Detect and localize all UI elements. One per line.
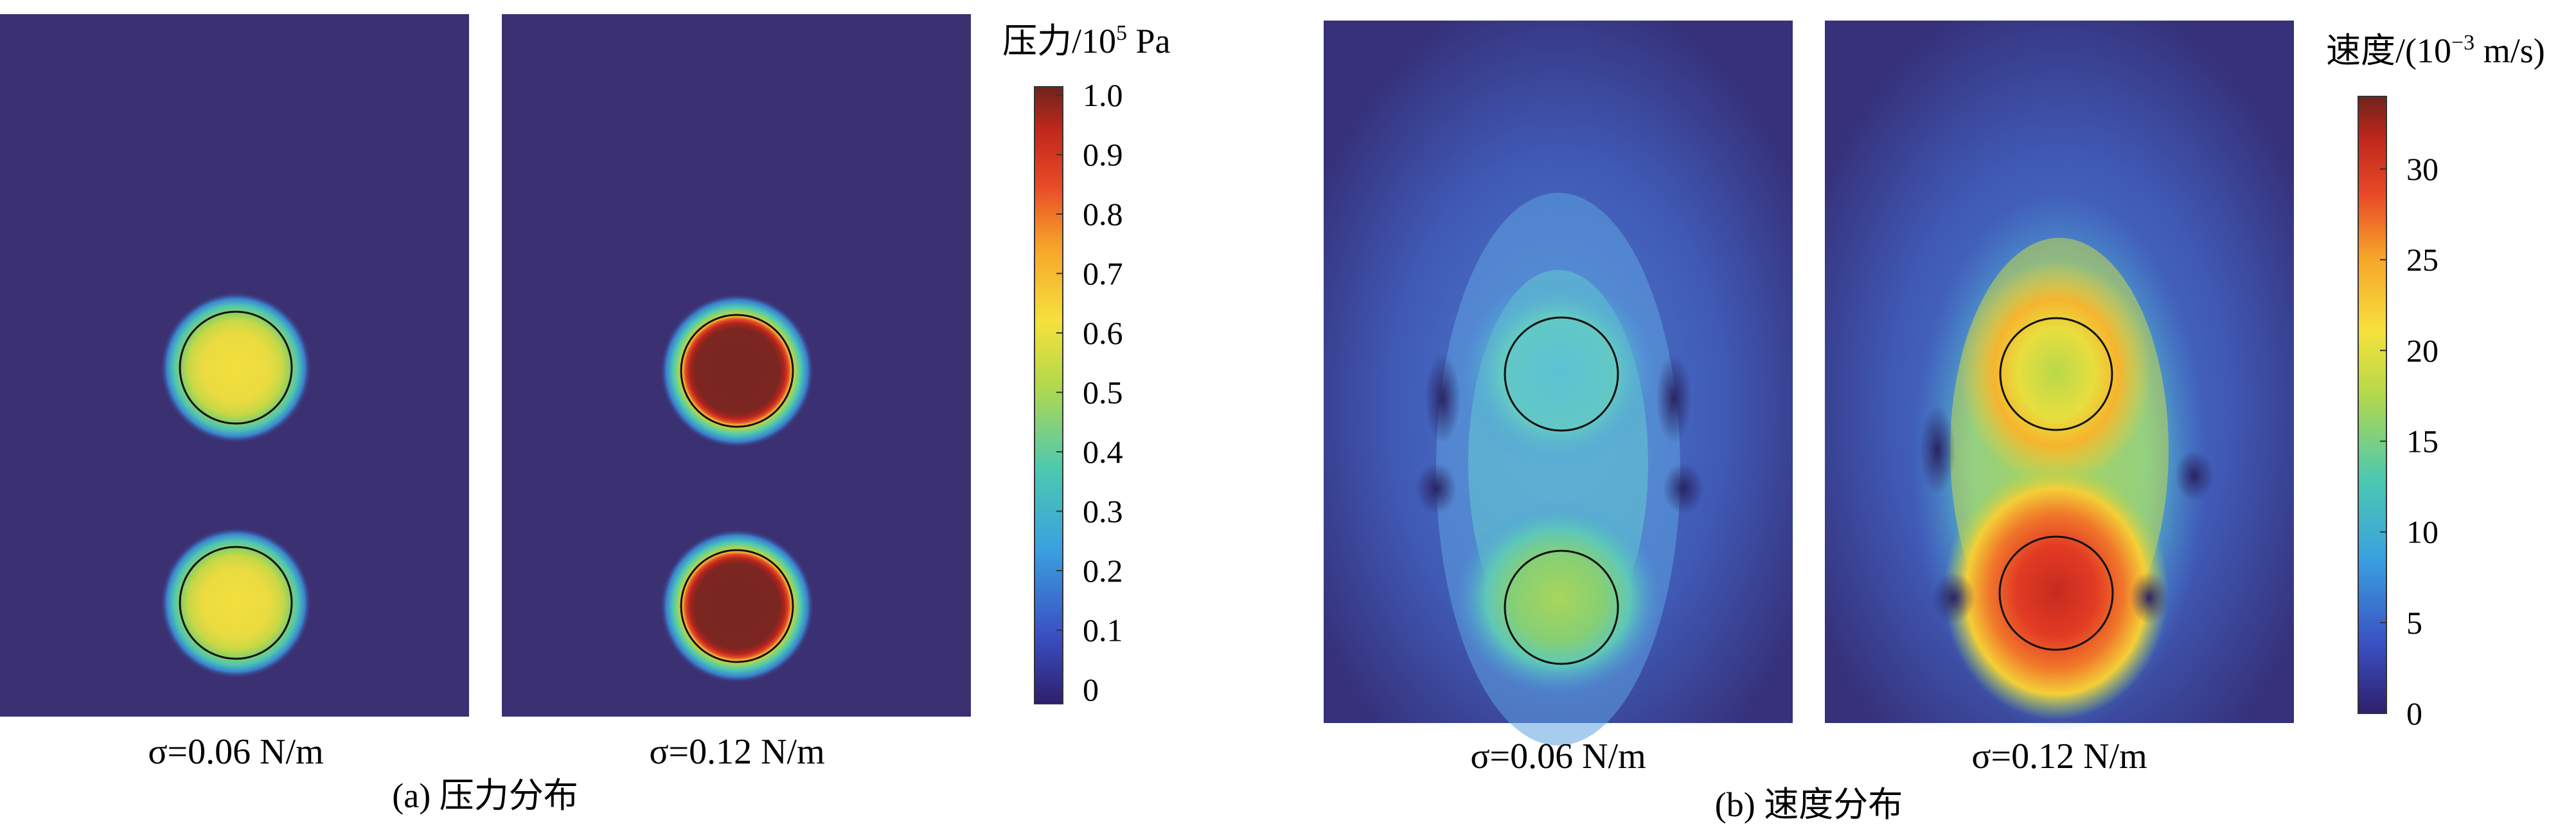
colorbar-tick-label: 0 bbox=[2406, 695, 2422, 731]
pressure-colorbar-title: 压力/105 Pa bbox=[1002, 21, 1171, 60]
bubble-outline-lower bbox=[1998, 535, 2114, 651]
colorbar-tick-label: 10 bbox=[2406, 514, 2438, 550]
colorbar-tick-label: 0.9 bbox=[1083, 137, 1123, 173]
bubble-outline-lower bbox=[680, 549, 794, 663]
pressure-panel-high-sigma bbox=[502, 14, 971, 717]
colorbar-tick-label: 0.8 bbox=[1083, 196, 1123, 232]
colorbar-tick-label: 5 bbox=[2406, 605, 2422, 641]
bubble-outline-upper bbox=[680, 314, 794, 428]
velocity-panel-low-sigma bbox=[1324, 21, 1793, 746]
colorbar-tick-label: 0.4 bbox=[1083, 434, 1123, 470]
colorbar-tick-label: 30 bbox=[2406, 151, 2438, 187]
colorbar-tick-label: 0 bbox=[1083, 672, 1099, 708]
velocity-colorbar bbox=[2358, 96, 2387, 714]
colorbar-tick-label: 0.7 bbox=[1083, 256, 1123, 292]
velocity-panel-low-label: σ=0.06 N/m bbox=[1470, 737, 1646, 776]
bubble-outline-lower bbox=[1504, 550, 1619, 665]
bubble-outline-lower bbox=[179, 546, 293, 660]
velocity-colorbar-ticks: 30 25 20 15 10 5 0 bbox=[2380, 151, 2438, 731]
colorbar-tick-label: 1.0 bbox=[1083, 77, 1123, 113]
pressure-caption: (a) 压力分布 bbox=[392, 776, 578, 815]
pressure-colorbar bbox=[1034, 86, 1063, 704]
colorbar-tick-label: 15 bbox=[2406, 423, 2438, 459]
colorbar-tick-label: 25 bbox=[2406, 242, 2438, 278]
velocity-colorbar-title: 速度/(10−3 m/s) bbox=[2326, 31, 2545, 70]
velocity-panel-high-sigma bbox=[1825, 21, 2294, 733]
bubble-outline-upper bbox=[179, 310, 293, 425]
bubble-outline-upper bbox=[1504, 316, 1619, 432]
pressure-colorbar-ticks: 1.0 0.9 0.8 0.7 0.6 0.5 0.4 0.3 0.2 0.1 0 bbox=[1056, 77, 1123, 708]
pressure-panel-high-label: σ=0.12 N/m bbox=[649, 732, 824, 772]
colorbar-tick-label: 0.5 bbox=[1083, 375, 1123, 411]
pressure-panel-low-sigma bbox=[0, 14, 469, 717]
velocity-panel-high-label: σ=0.12 N/m bbox=[1971, 737, 2147, 776]
velocity-caption: (b) 速度分布 bbox=[1715, 785, 1903, 824]
colorbar-tick-label: 0.6 bbox=[1083, 315, 1123, 351]
colorbar-tick-label: 0.1 bbox=[1083, 612, 1123, 648]
colorbar-tick-label: 20 bbox=[2406, 332, 2438, 368]
colorbar-tick-label: 0.3 bbox=[1083, 494, 1123, 530]
colorbar-tick-label: 0.2 bbox=[1083, 553, 1123, 589]
bubble-outline-upper bbox=[1999, 317, 2113, 431]
pressure-panel-low-label: σ=0.06 N/m bbox=[148, 732, 323, 772]
